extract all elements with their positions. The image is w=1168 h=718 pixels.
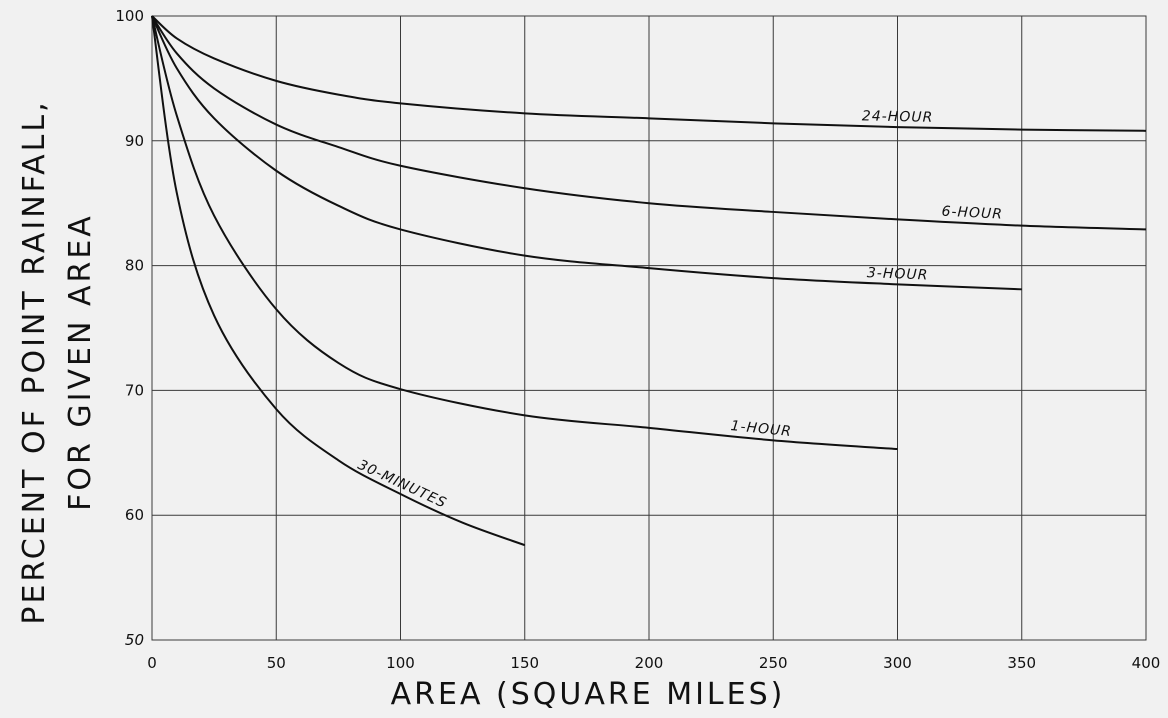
y-tick-label: 90 [125, 132, 144, 150]
x-tick-label: 250 [759, 654, 788, 672]
y-axis-title: PERCENT OF POINT RAINFALL, [17, 99, 52, 624]
y-tick-label: 100 [115, 7, 144, 25]
y-axis-title-line-1: PERCENT OF POINT RAINFALL, [17, 99, 52, 624]
x-axis-title: AREA (SQUARE MILES) [391, 677, 786, 712]
series-line-3-hour [152, 16, 1022, 289]
x-tick-label: 200 [635, 654, 664, 672]
x-tick-label: 100 [386, 654, 415, 672]
series-label-6-hour: 6-HOUR [941, 204, 1003, 223]
x-tick-label: 350 [1007, 654, 1036, 672]
x-tick-label: 400 [1132, 654, 1161, 672]
y-tick-label: 80 [125, 257, 144, 275]
x-tick-label: 300 [883, 654, 912, 672]
series-label-3-hour: 3-HOUR [867, 265, 929, 283]
x-tick-label: 150 [510, 654, 539, 672]
x-tick-label: 0 [147, 654, 157, 672]
y-tick-label: 70 [125, 381, 144, 399]
y-axis-title-line-2: FOR GIVEN AREA [63, 213, 98, 511]
x-tick-label: 50 [267, 654, 286, 672]
y-tick-label: 60 [125, 506, 144, 524]
y-tick-label: 50 [125, 631, 144, 649]
series-label-30-minutes: 30-MINUTES [355, 457, 449, 512]
grid [152, 16, 1146, 640]
y-axis-title-2: FOR GIVEN AREA [63, 213, 98, 511]
series-label-24-hour: 24-HOUR [862, 108, 934, 125]
